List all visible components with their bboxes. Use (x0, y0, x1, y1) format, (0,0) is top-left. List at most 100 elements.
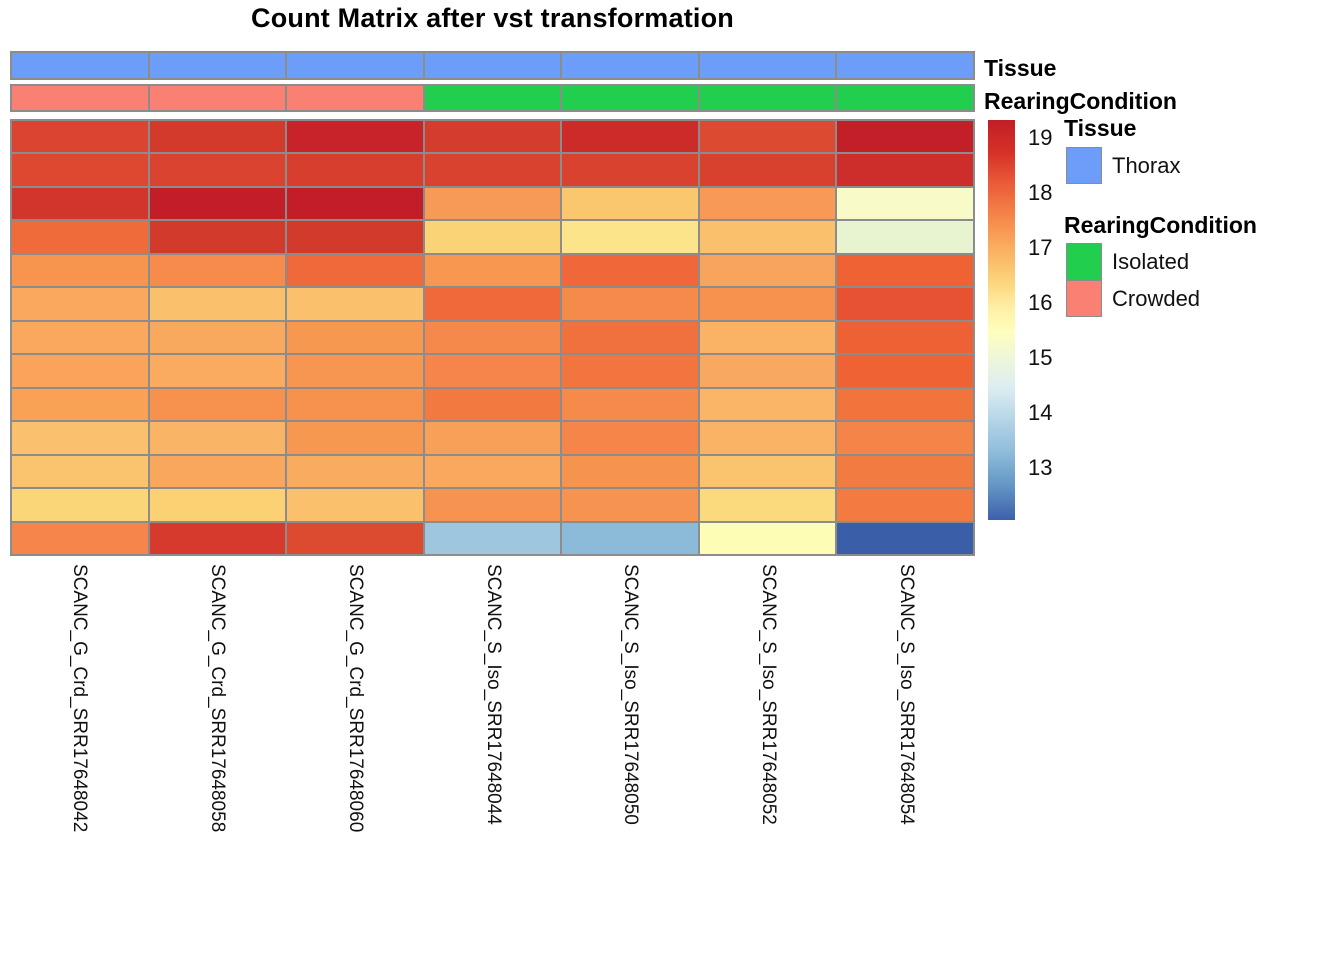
heatmap-grid (10, 119, 975, 556)
heatmap-cell (423, 488, 562, 522)
heatmap-cell (423, 320, 562, 355)
heatmap-cell (423, 186, 562, 221)
heatmap-cell (836, 120, 974, 154)
heatmap-cell (148, 421, 287, 455)
heatmap-cell (148, 454, 287, 489)
heatmap-cell (698, 153, 837, 187)
tissue-track-label: Tissue (984, 55, 1057, 81)
annotation-cell-thorax (11, 52, 149, 79)
heatmap-cell (561, 120, 699, 154)
rearingcondition-annotation-bar (10, 84, 975, 112)
heatmap-cell (148, 253, 287, 288)
column-label: SCANC_S_Iso_SRR17648052 (758, 564, 780, 825)
isolated-color-swatch (1066, 243, 1102, 280)
heatmap-cell (286, 120, 424, 154)
heatmap-cell (423, 153, 562, 187)
heatmap-cell (698, 454, 837, 489)
heatmap-cell (11, 354, 149, 388)
heatmap-cell (423, 521, 562, 555)
heatmap-cell (561, 421, 699, 455)
heatmap-cell (11, 521, 149, 555)
column-label: SCANC_G_Crd_SRR17648060 (344, 564, 366, 833)
heatmap-cell (11, 220, 149, 254)
heatmap-cell (286, 387, 424, 422)
heatmap-cell (561, 287, 699, 321)
heatmap-cell (11, 320, 149, 355)
colorbar-tick-label: 13 (1028, 455, 1053, 480)
heatmap-cell (11, 454, 149, 489)
heatmap-cell (698, 287, 837, 321)
colorbar-tick-label: 19 (1028, 125, 1053, 150)
heatmap-cell (148, 320, 287, 355)
chart-title: Count Matrix after vst transformation (251, 3, 734, 33)
heatmap-cell (698, 521, 837, 555)
heatmap-cell (423, 421, 562, 455)
heatmap-cell (286, 320, 424, 355)
heatmap-cell (698, 488, 837, 522)
heatmap-cell (423, 354, 562, 388)
heatmap-cell (561, 153, 699, 187)
heatmap-cell (561, 387, 699, 422)
heatmap-cell (561, 454, 699, 489)
annotation-cell-isolated (698, 85, 837, 111)
heatmap-cell (148, 120, 287, 154)
heatmap-cell (148, 387, 287, 422)
heatmap-cell (148, 354, 287, 388)
heatmap-cell (148, 186, 287, 221)
heatmap-cell (698, 421, 837, 455)
annotation-cell-thorax (836, 52, 975, 79)
heatmap-cell (561, 320, 699, 355)
heatmap-cell (836, 253, 974, 288)
heatmap-cell (286, 421, 424, 455)
colorbar-tick-label: 15 (1028, 345, 1053, 370)
heatmap-cell (698, 186, 837, 221)
heatmap-cell (11, 488, 149, 522)
heatmap-cell (423, 287, 562, 321)
heatmap-cell (11, 186, 149, 221)
column-label: SCANC_S_Iso_SRR17648044 (482, 564, 504, 825)
heatmap-cell (698, 354, 837, 388)
heatmap-cell (561, 253, 699, 288)
rearingcondition-track-label: RearingCondition (984, 88, 1177, 114)
heatmap-cell (423, 220, 562, 254)
heatmap-cell (11, 387, 149, 422)
heatmap-cell (148, 488, 287, 522)
heatmap-cell (561, 354, 699, 388)
annotation-cell-crowded (11, 85, 149, 111)
heatmap-cell (836, 287, 974, 321)
column-label: SCANC_S_Iso_SRR17648054 (896, 564, 918, 825)
annotation-cell-thorax (698, 52, 837, 79)
heatmap-cell (286, 454, 424, 489)
heatmap-cell (698, 320, 837, 355)
heatmap-cell (698, 387, 837, 422)
heatmap-cell (836, 354, 974, 388)
heatmap-cell (286, 521, 424, 555)
heatmap-cell (286, 488, 424, 522)
annotation-cell-thorax (286, 52, 424, 79)
colorbar-gradient (988, 120, 1015, 520)
crowded-color-swatch (1066, 280, 1102, 317)
heatmap-cell (836, 488, 974, 522)
thorax-legend-label: Thorax (1112, 153, 1181, 178)
heatmap-cell (836, 387, 974, 422)
heatmap-cell (286, 354, 424, 388)
colorbar-tick-label: 14 (1028, 400, 1053, 425)
heatmap-cell (561, 186, 699, 221)
heatmap-cell (11, 253, 149, 288)
annotation-cell-isolated (423, 85, 562, 111)
heatmap-cell (148, 220, 287, 254)
heatmap-cell (698, 253, 837, 288)
annotation-cell-thorax (561, 52, 699, 79)
annotation-cell-thorax (148, 52, 287, 79)
heatmap-cell (286, 186, 424, 221)
heatmap-cell (561, 521, 699, 555)
heatmap-cell (836, 320, 974, 355)
heatmap-cell (148, 153, 287, 187)
heatmap-cell (836, 454, 974, 489)
legend-rearingcondition-header: RearingCondition (1064, 212, 1257, 238)
heatmap-cell (836, 421, 974, 455)
heatmap-cell (148, 287, 287, 321)
heatmap-cell (423, 454, 562, 489)
heatmap-cell (423, 253, 562, 288)
tissue-annotation-bar (10, 51, 975, 80)
